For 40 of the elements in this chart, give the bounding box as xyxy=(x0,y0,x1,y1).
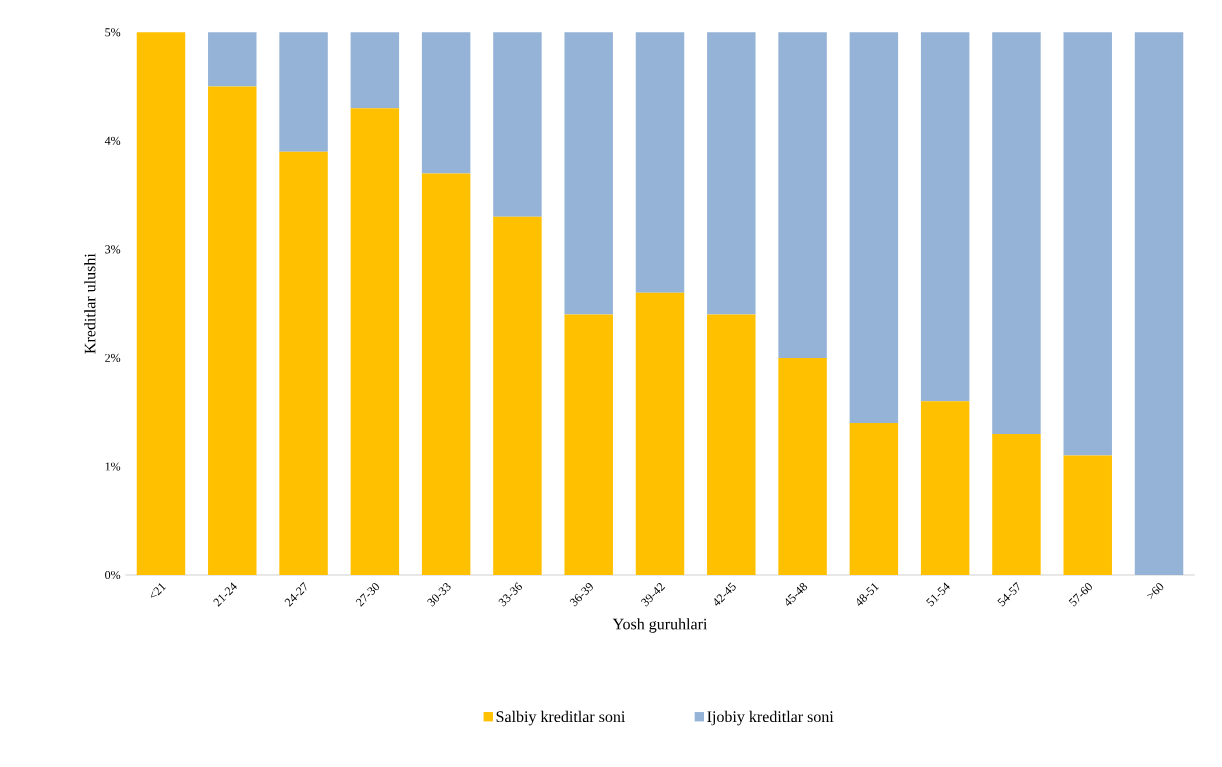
bar xyxy=(279,151,328,575)
bar xyxy=(1063,32,1112,456)
y-tick-label: 3% xyxy=(105,245,121,254)
x-tick-label: <21 xyxy=(150,583,167,598)
y-tick-label: 1% xyxy=(105,462,121,471)
bar xyxy=(564,32,613,315)
bar xyxy=(493,32,542,217)
bar xyxy=(1063,455,1112,575)
bar xyxy=(992,32,1041,434)
bar xyxy=(208,86,257,575)
bar xyxy=(350,32,400,109)
bar xyxy=(421,173,471,575)
bar xyxy=(208,32,257,87)
y-tick-label: 5% xyxy=(105,28,121,37)
bar xyxy=(849,423,899,575)
x-axis-title: Yosh guruhlari xyxy=(612,618,708,633)
y-tick-label: 4% xyxy=(104,136,121,145)
bar xyxy=(279,32,328,152)
bar xyxy=(1134,32,1184,575)
legend-label: Ijobiy kreditlar soni xyxy=(707,710,834,726)
x-tick-label: >60 xyxy=(1146,583,1164,600)
bar xyxy=(992,433,1041,575)
bar xyxy=(920,401,970,575)
legend-label: Salbiy kreditlar soni xyxy=(496,710,626,726)
bar xyxy=(707,32,756,315)
bar xyxy=(564,314,613,575)
bar xyxy=(778,357,827,575)
bar xyxy=(493,216,542,575)
bar xyxy=(635,292,685,575)
bar xyxy=(849,32,899,424)
bar xyxy=(350,108,400,575)
y-tick-label: 2% xyxy=(105,353,121,362)
bar xyxy=(136,32,186,575)
bar xyxy=(635,32,685,293)
bar xyxy=(920,32,970,402)
bar xyxy=(707,314,756,575)
bar xyxy=(778,32,827,358)
y-tick-label: 0% xyxy=(105,570,121,580)
bar xyxy=(421,32,471,174)
y-axis-title: Kreditlar ulushi xyxy=(84,253,96,354)
